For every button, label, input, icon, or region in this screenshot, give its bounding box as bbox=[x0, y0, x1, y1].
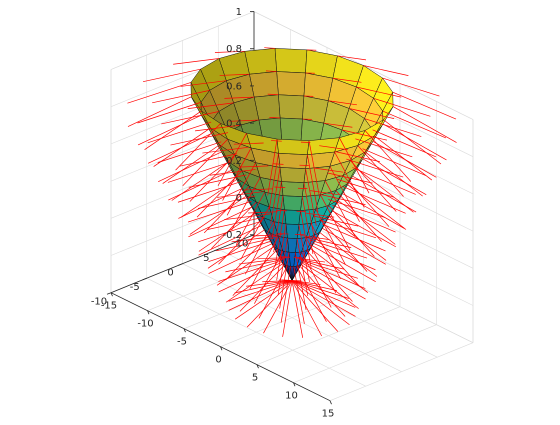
surface-patch bbox=[275, 48, 307, 73]
z-tick-label: 0.2 bbox=[226, 156, 242, 167]
surface-normal bbox=[363, 159, 426, 195]
z-tick-label: 0.4 bbox=[226, 119, 242, 130]
surface-normal bbox=[229, 281, 292, 311]
surface-normal bbox=[314, 236, 360, 287]
z-tick-label: 1 bbox=[236, 7, 242, 18]
surface-patch bbox=[286, 224, 299, 239]
surface-patch bbox=[280, 167, 306, 182]
surface-normal bbox=[365, 152, 422, 196]
surface-normal bbox=[264, 48, 275, 49]
z-tick-label: -0.2 bbox=[222, 230, 242, 241]
x-tick-label: -5 bbox=[177, 337, 187, 348]
y-tick-label: 5 bbox=[203, 253, 209, 264]
surface-normal bbox=[350, 161, 396, 212]
surface-normal bbox=[294, 267, 305, 324]
surface-patch bbox=[249, 72, 278, 98]
surface-patch bbox=[288, 238, 298, 252]
y-tick-mark bbox=[143, 278, 147, 280]
surface-patch bbox=[278, 95, 304, 119]
surface-normal bbox=[183, 139, 228, 186]
surface-normal bbox=[145, 111, 202, 150]
x-tick-label: 5 bbox=[252, 373, 258, 384]
surface-normal bbox=[363, 149, 426, 176]
surface-patch bbox=[283, 196, 302, 211]
surface-normal bbox=[168, 170, 231, 200]
x-tick-label: 0 bbox=[215, 355, 221, 366]
surface-normal bbox=[336, 191, 382, 242]
x-tick-mark bbox=[330, 401, 332, 405]
z-tick-label: 0.6 bbox=[226, 81, 242, 92]
y-tick-label: -10 bbox=[91, 297, 107, 308]
y-tick-mark bbox=[179, 264, 183, 266]
surface-patch bbox=[280, 118, 302, 142]
surface-normal bbox=[332, 205, 395, 232]
surface-patch bbox=[277, 72, 306, 96]
surface-normal bbox=[365, 131, 411, 182]
surface-normal bbox=[127, 82, 190, 103]
surface-patch bbox=[282, 182, 304, 197]
surface-normal bbox=[292, 281, 303, 338]
z-tick-label: 0.8 bbox=[226, 44, 242, 55]
surface-normal bbox=[393, 107, 456, 143]
surface-normal bbox=[342, 186, 405, 213]
surface-normal bbox=[143, 69, 200, 81]
y-tick-mark bbox=[107, 293, 111, 295]
x-tick-label: 15 bbox=[322, 409, 335, 420]
x-tick-label: 10 bbox=[285, 391, 298, 402]
surface-patch bbox=[285, 210, 301, 225]
surface-normal bbox=[393, 92, 456, 119]
y-tick-label: 0 bbox=[167, 268, 173, 279]
surface-patch bbox=[245, 48, 277, 74]
surface-patch bbox=[279, 153, 308, 168]
z-tick-label: 0 bbox=[236, 193, 242, 204]
y-tick-label: -5 bbox=[130, 282, 140, 293]
surface-normal bbox=[178, 181, 241, 202]
x-tick-label: -10 bbox=[137, 319, 153, 330]
surface-patch bbox=[277, 139, 309, 155]
